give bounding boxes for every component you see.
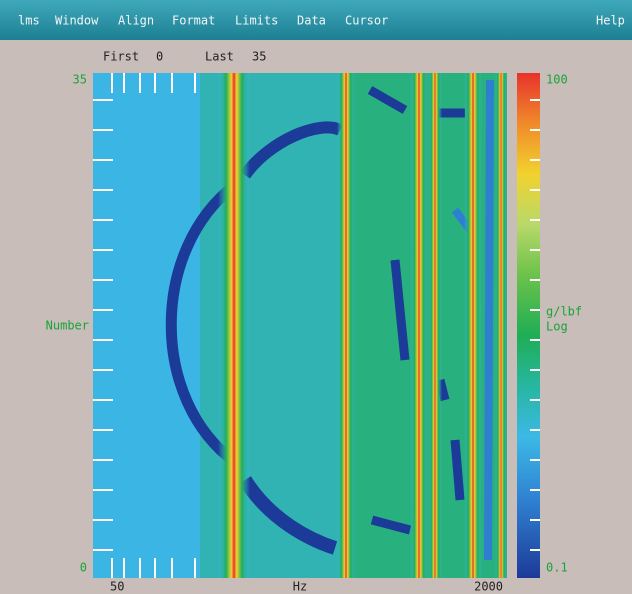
colorbar-scale: Log — [546, 320, 568, 334]
x-right-label: 2000 — [474, 580, 503, 594]
menu-item[interactable]: Format — [172, 14, 215, 28]
menu-item[interactable]: Align — [118, 14, 154, 28]
y-axis-label: Number — [46, 319, 89, 333]
colorbar-unit: g/lbf — [546, 305, 582, 319]
x-left-label: 50 — [110, 580, 124, 594]
menu-item[interactable]: Help — [596, 14, 625, 28]
first-label: First — [103, 50, 139, 64]
menu-item[interactable]: Data — [297, 14, 326, 28]
menu-item[interactable]: Window — [55, 14, 99, 28]
last-value: 35 — [252, 50, 266, 64]
colorbar-top: 100 — [546, 73, 568, 87]
menu-item[interactable]: Cursor — [345, 14, 388, 28]
heatmap — [93, 73, 507, 578]
page: lms Window Align Format Limits Data Curs… — [0, 0, 632, 594]
last-label: Last — [205, 50, 234, 64]
y-bottom-label: 0 — [80, 561, 87, 575]
x-axis-label: Hz — [293, 580, 307, 594]
app-window: lms Window Align Format Limits Data Curs… — [0, 0, 632, 594]
y-top-label: 35 — [73, 73, 87, 87]
colorbar — [517, 73, 540, 578]
menu-item[interactable]: lms — [18, 14, 40, 28]
first-value: 0 — [156, 50, 163, 64]
colorbar-bottom: 0.1 — [546, 561, 568, 575]
menu-item[interactable]: Limits — [235, 14, 278, 28]
